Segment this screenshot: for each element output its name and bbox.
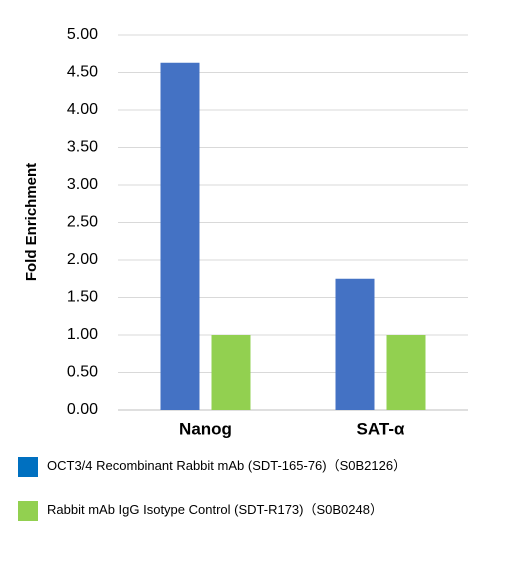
bar <box>160 62 200 410</box>
x-tick-label: Nanog <box>179 419 232 438</box>
x-tick-label: SAT-α <box>357 419 405 438</box>
legend-label: OCT3/4 Recombinant Rabbit mAb (SDT-165-7… <box>47 458 407 473</box>
y-tick-label: 2.00 <box>67 251 98 268</box>
bar <box>211 335 251 410</box>
y-tick-label: 5.00 <box>67 26 98 43</box>
y-tick-label: 0.00 <box>67 401 98 418</box>
bar <box>335 278 375 410</box>
y-tick-label: 0.50 <box>67 364 98 381</box>
legend-item: OCT3/4 Recombinant Rabbit mAb (SDT-165-7… <box>18 457 488 477</box>
legend: OCT3/4 Recombinant Rabbit mAb (SDT-165-7… <box>18 457 488 545</box>
y-tick-label: 1.50 <box>67 289 98 306</box>
legend-item: Rabbit mAb IgG Isotype Control (SDT-R173… <box>18 501 488 521</box>
y-tick-label: 4.00 <box>67 101 98 118</box>
y-tick-label: 2.50 <box>67 214 98 231</box>
y-tick-label: 4.50 <box>67 64 98 81</box>
legend-label: Rabbit mAb IgG Isotype Control (SDT-R173… <box>47 502 383 517</box>
y-axis-label: Fold Enrichment <box>23 163 40 281</box>
legend-swatch <box>18 501 38 521</box>
chart: Fold Enrichment 0.00 0.50 1.00 1.50 2.00 2.50… <box>23 26 468 438</box>
bar <box>386 335 426 410</box>
legend-swatch <box>18 457 38 477</box>
y-tick-label: 3.00 <box>67 176 98 193</box>
y-tick-label: 3.50 <box>67 139 98 156</box>
y-tick-label: 1.00 <box>67 326 98 343</box>
